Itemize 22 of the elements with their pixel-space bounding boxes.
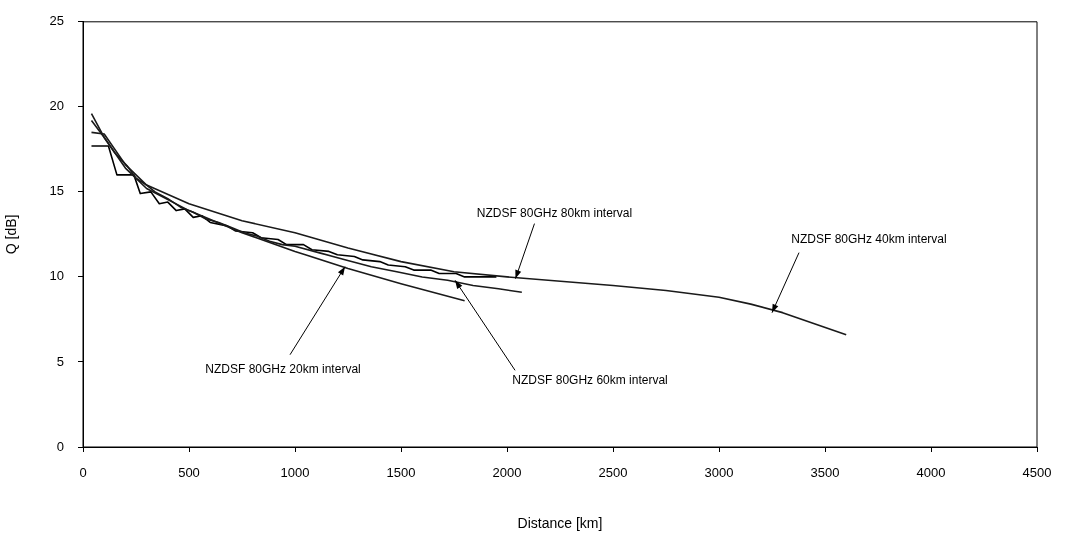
y-tick-label: 25 bbox=[49, 13, 64, 29]
x-tick-label: 1000 bbox=[280, 465, 310, 481]
x-tick-label: 2500 bbox=[598, 465, 628, 481]
y-tick-label: 5 bbox=[56, 353, 64, 369]
x-tick-label: 3500 bbox=[810, 465, 840, 481]
annotation: NZDSF 80GHz 80km interval bbox=[476, 205, 633, 220]
y-axis-title: Q [dB] bbox=[3, 214, 20, 255]
x-tick-label: 2000 bbox=[492, 465, 522, 481]
x-tick-label: 1500 bbox=[386, 465, 416, 481]
x-tick-label: 4000 bbox=[916, 465, 946, 481]
y-tick-label: 10 bbox=[49, 268, 64, 284]
y-tick-label: 20 bbox=[49, 98, 64, 114]
annotation: NZDSF 80GHz 40km interval bbox=[791, 231, 947, 246]
y-tick-label: 15 bbox=[49, 183, 64, 199]
y-tick-label: 0 bbox=[56, 438, 64, 454]
x-tick-label: 4500 bbox=[1022, 465, 1052, 481]
x-tick-label: 0 bbox=[79, 465, 87, 481]
x-tick-label: 500 bbox=[178, 465, 200, 481]
annotation: NZDSF 80GHz 20km interval bbox=[205, 362, 361, 377]
x-tick-label: 3000 bbox=[704, 465, 734, 481]
annotation: NZDSF 80GHz 60km interval bbox=[512, 372, 668, 387]
x-axis-title: Distance [km] bbox=[517, 515, 603, 532]
